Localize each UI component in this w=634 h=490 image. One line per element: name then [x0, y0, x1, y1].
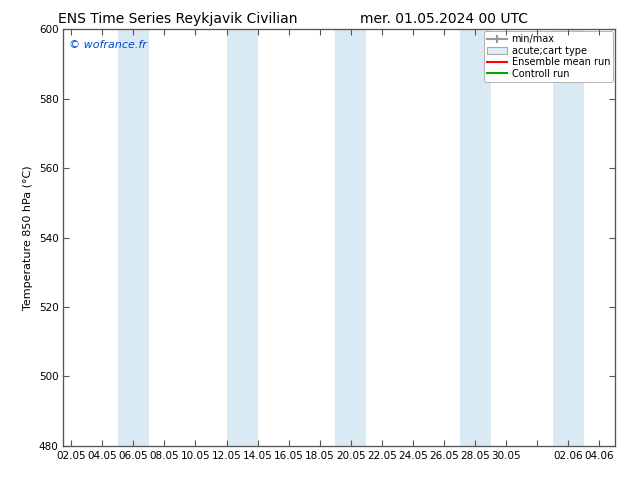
Legend: min/max, acute;cart type, Ensemble mean run, Controll run: min/max, acute;cart type, Ensemble mean … — [484, 31, 613, 81]
Text: © wofrance.fr: © wofrance.fr — [69, 40, 147, 50]
Text: ENS Time Series Reykjavik Civilian: ENS Time Series Reykjavik Civilian — [58, 12, 297, 26]
Bar — [226, 29, 257, 446]
Text: mer. 01.05.2024 00 UTC: mer. 01.05.2024 00 UTC — [360, 12, 527, 26]
Y-axis label: Temperature 850 hPa (°C): Temperature 850 hPa (°C) — [23, 165, 33, 310]
Bar — [335, 29, 366, 446]
Bar — [553, 29, 584, 446]
Bar — [460, 29, 491, 446]
Bar — [118, 29, 149, 446]
